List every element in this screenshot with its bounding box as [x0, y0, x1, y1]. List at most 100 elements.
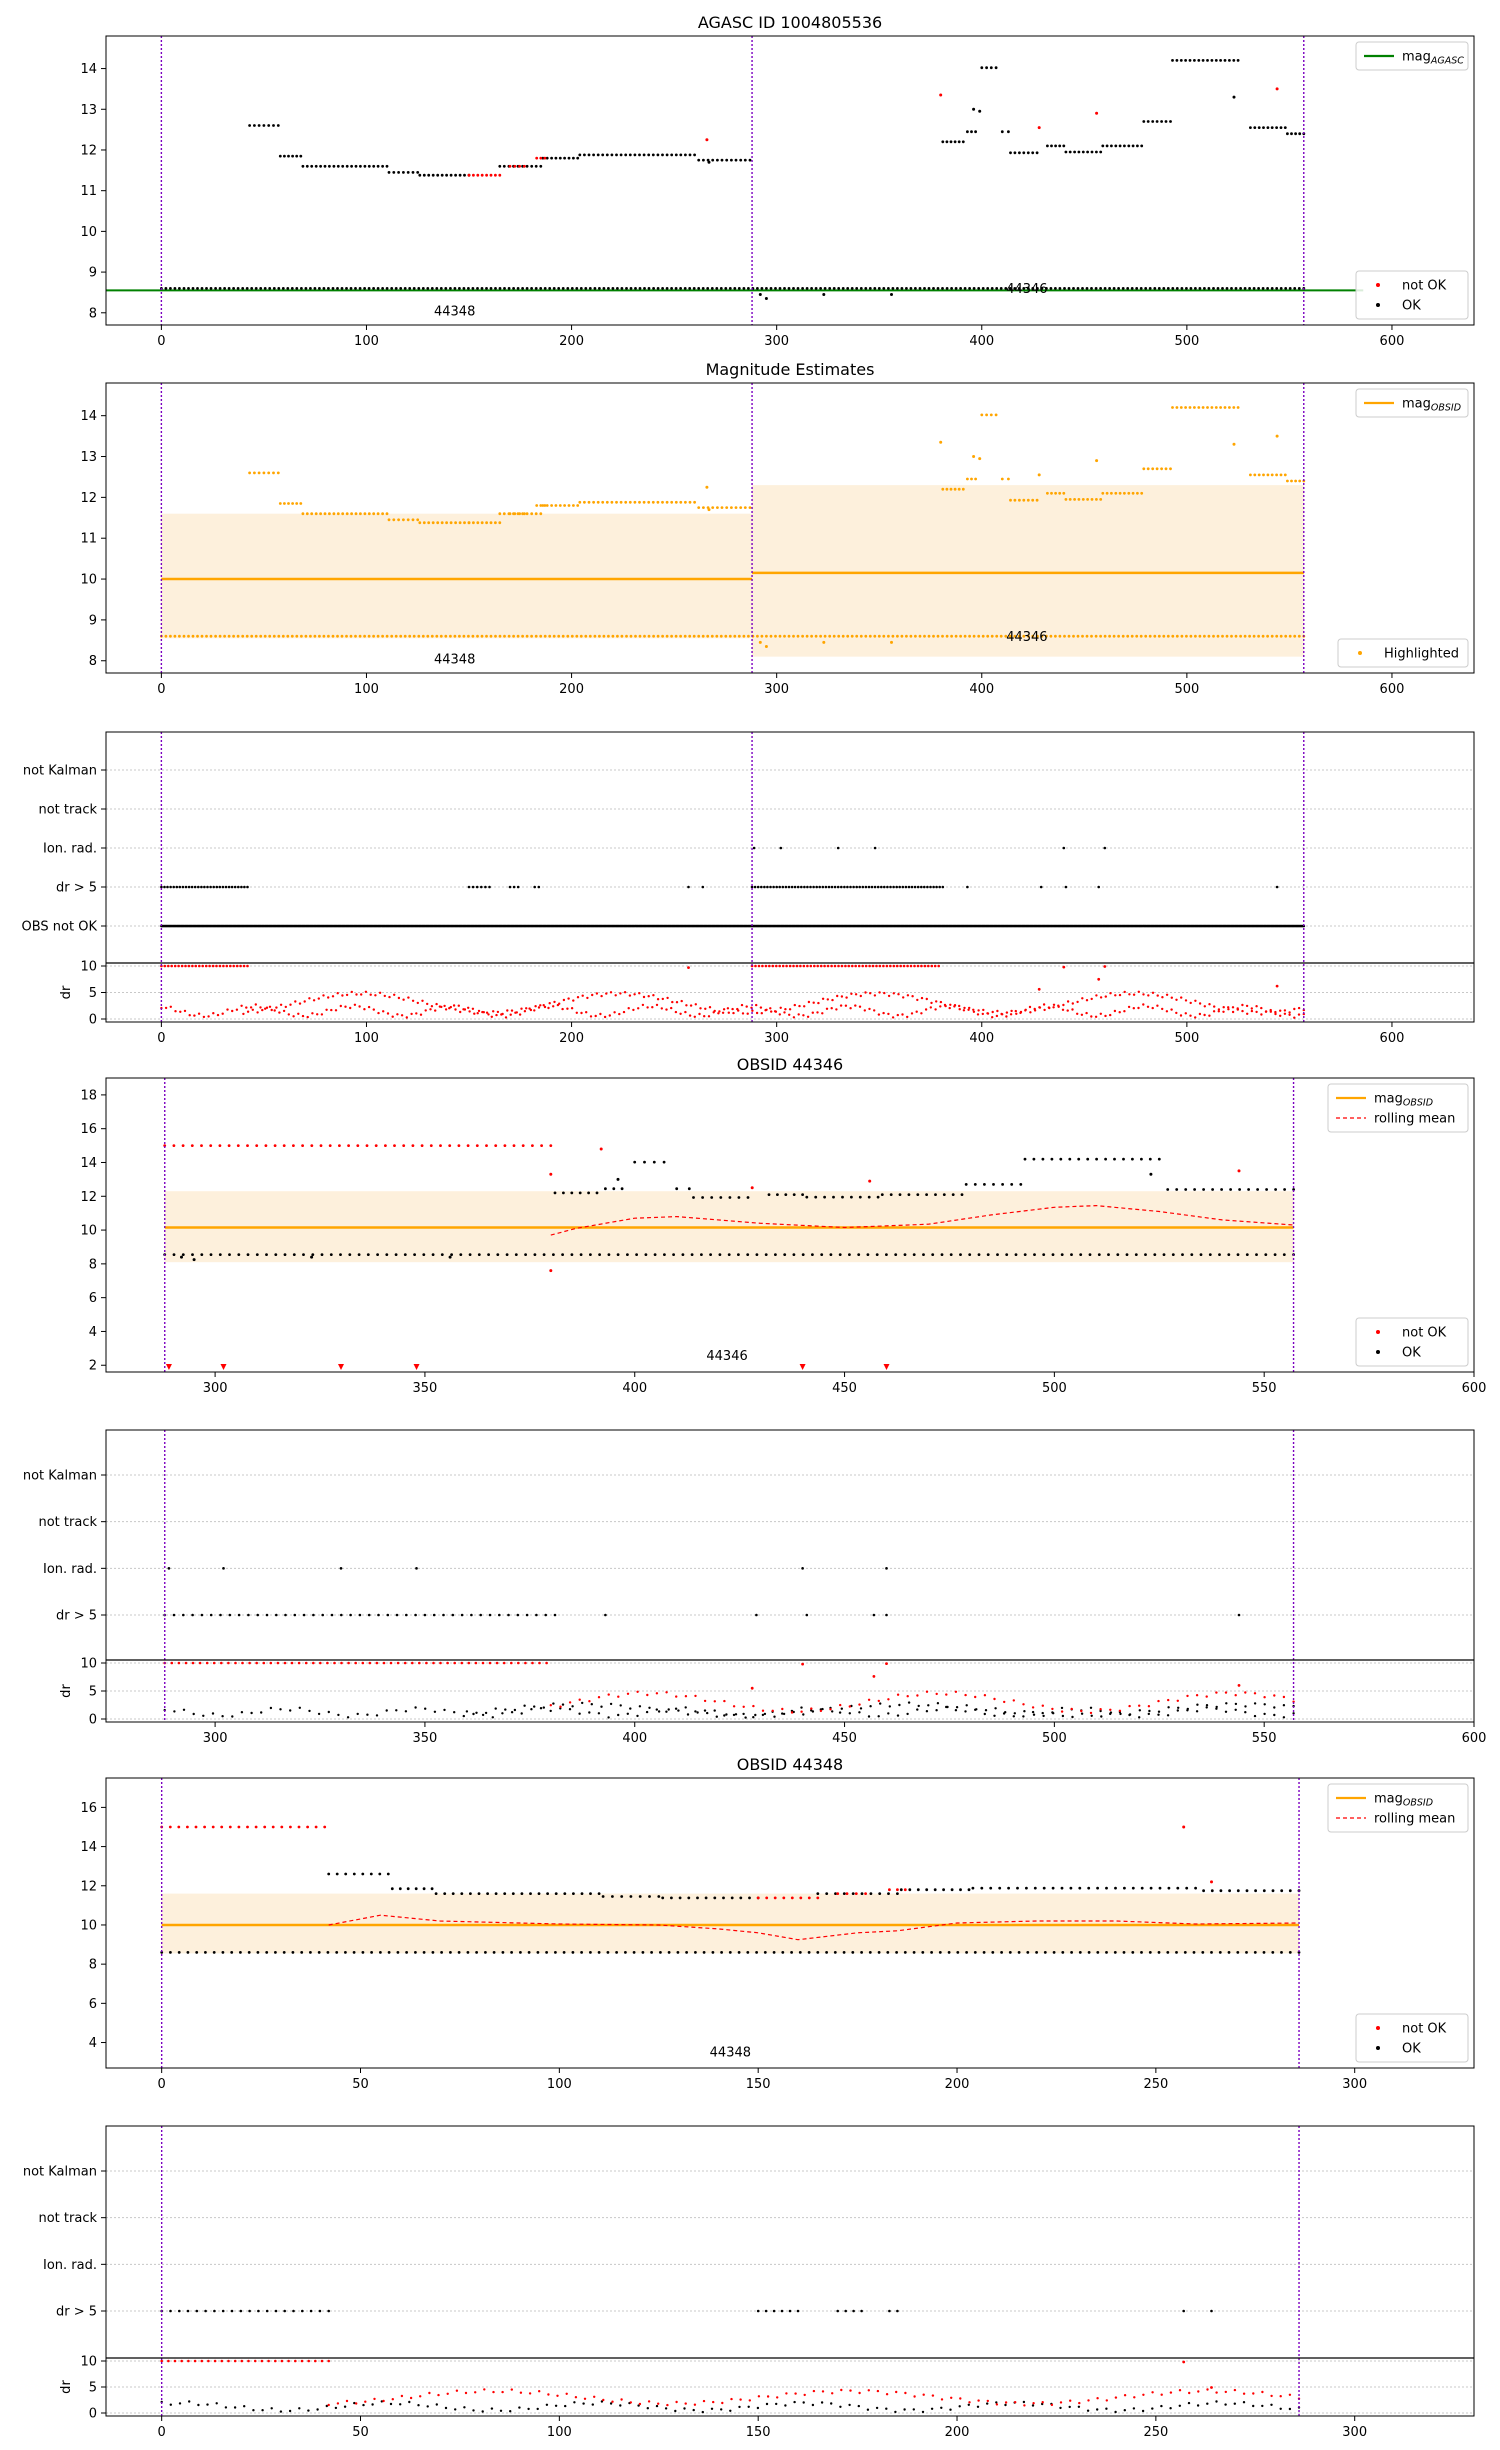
data-point	[1232, 406, 1236, 409]
dr-point	[894, 2410, 897, 2414]
dr-point	[316, 2408, 319, 2411]
data-point	[1225, 287, 1229, 290]
data-point	[344, 1951, 347, 1954]
flag-point	[224, 885, 228, 889]
data-point	[406, 171, 410, 174]
data-point	[774, 287, 777, 290]
dr-point	[921, 2410, 925, 2414]
data-point	[927, 287, 931, 290]
dr-point	[1128, 993, 1131, 996]
flag-point	[292, 2309, 295, 2313]
data-point	[1275, 473, 1278, 477]
data-point	[1070, 1951, 1073, 1954]
flag-point	[508, 885, 512, 889]
dr-point	[205, 1661, 209, 1665]
data-point	[467, 287, 470, 290]
dr-point	[191, 964, 194, 968]
dr-point	[609, 991, 613, 994]
x-tick-label: 0	[157, 682, 165, 697]
data-point	[436, 521, 440, 525]
dr-point	[906, 964, 909, 968]
data-point	[1283, 126, 1287, 129]
data-point	[1298, 479, 1302, 483]
data-point	[257, 471, 261, 475]
data-point	[340, 287, 344, 290]
dr-point	[1085, 1011, 1088, 1015]
dr-point	[1003, 1700, 1006, 1704]
data-point	[1087, 1886, 1091, 1890]
data-point	[1095, 111, 1099, 115]
dr-point	[226, 1008, 229, 1011]
data-point	[471, 287, 475, 290]
dr-point	[533, 1009, 536, 1012]
dr-point	[1123, 2409, 1127, 2412]
data-point	[1216, 634, 1220, 638]
dr-point	[174, 1010, 177, 1013]
data-point	[462, 634, 466, 638]
dr-point	[967, 1008, 970, 1011]
data-point	[991, 1951, 995, 1954]
data-point	[1245, 1253, 1249, 1256]
data-point	[390, 287, 394, 290]
data-point	[959, 1253, 962, 1256]
data-point	[965, 1951, 968, 1954]
dr-point	[888, 1705, 891, 1708]
dr-point	[568, 1701, 572, 1704]
dr-point	[433, 1710, 437, 1714]
data-point	[685, 1951, 688, 1954]
data-point	[724, 634, 728, 638]
dr-point	[820, 2401, 824, 2404]
data-point	[822, 293, 826, 296]
data-point	[486, 1892, 489, 1895]
data-point	[1279, 634, 1283, 638]
dr-point	[327, 1710, 330, 1714]
data-point	[299, 502, 303, 505]
data-point	[1105, 491, 1109, 495]
flag-point	[756, 885, 760, 889]
data-point	[728, 1196, 732, 1199]
dr-point	[1147, 1712, 1151, 1716]
flag-point	[230, 885, 234, 889]
dr-point	[173, 1710, 176, 1713]
dr-point	[811, 2403, 815, 2407]
data-point	[864, 1892, 867, 1895]
data-point	[305, 164, 309, 168]
data-point	[227, 634, 231, 638]
dr-point	[326, 1661, 329, 1665]
data-point	[1175, 1188, 1179, 1191]
data-point	[536, 1951, 540, 1954]
dr-point	[344, 1005, 347, 1008]
flag-point	[796, 885, 800, 889]
data-point	[191, 634, 195, 638]
dr-point	[715, 1715, 718, 1718]
dr-point	[685, 1004, 688, 1007]
x-tick-label: 0	[158, 2425, 166, 2440]
dr-point	[619, 2404, 622, 2407]
data-point	[453, 634, 457, 638]
dr-point	[684, 2402, 687, 2405]
dr-point	[826, 964, 830, 968]
data-point	[259, 634, 263, 638]
data-point	[932, 287, 935, 290]
category-label: not Kalman	[23, 764, 97, 779]
data-point	[431, 1253, 435, 1256]
x-tick-label: 450	[832, 1731, 857, 1746]
dr-point	[308, 1709, 311, 1713]
dr-point	[337, 1713, 340, 1717]
data-point	[548, 287, 552, 290]
data-point	[688, 153, 692, 157]
data-point	[764, 1253, 768, 1256]
data-point	[746, 1951, 750, 1954]
dr-point	[455, 2389, 459, 2392]
data-point	[1042, 1253, 1046, 1256]
data-point	[1275, 126, 1278, 129]
data-point	[220, 1825, 224, 1829]
x-tick-label: 250	[1143, 2425, 1168, 2440]
dr-point	[371, 2403, 374, 2406]
dr-point	[1132, 2407, 1136, 2410]
data-point	[626, 1253, 629, 1256]
data-point	[947, 1951, 951, 1954]
data-point	[511, 1892, 515, 1895]
data-point	[367, 634, 371, 638]
data-point	[259, 287, 263, 290]
